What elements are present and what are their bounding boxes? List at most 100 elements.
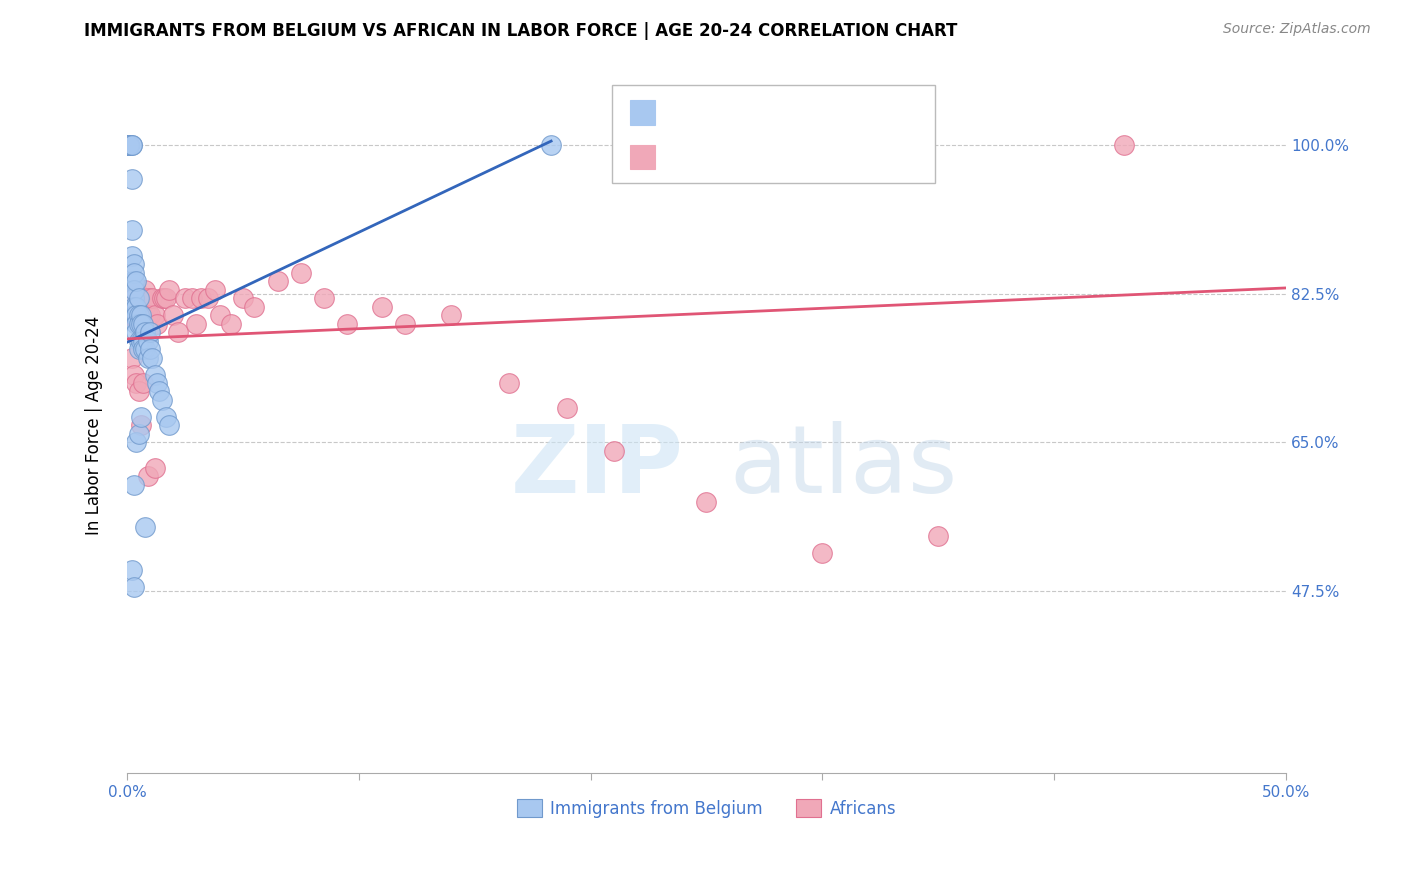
Point <box>122 291 145 305</box>
Point <box>128 308 150 322</box>
Point <box>312 291 335 305</box>
Point <box>118 138 141 153</box>
Point <box>122 300 145 314</box>
Point <box>153 291 176 305</box>
Point <box>121 172 143 186</box>
Point <box>125 325 148 339</box>
Point <box>121 138 143 153</box>
Point <box>232 291 254 305</box>
Point <box>132 291 155 305</box>
Point <box>122 580 145 594</box>
Point <box>125 435 148 450</box>
Text: ZIP: ZIP <box>510 421 683 513</box>
Point <box>167 325 190 339</box>
Point <box>125 317 148 331</box>
Point <box>498 376 520 390</box>
Point <box>122 257 145 271</box>
Point <box>141 351 163 365</box>
Point <box>128 291 150 305</box>
Point <box>143 368 166 382</box>
Point <box>557 401 579 416</box>
Point <box>132 342 155 356</box>
Point <box>122 291 145 305</box>
Point <box>134 520 156 534</box>
Point <box>118 138 141 153</box>
Point <box>125 300 148 314</box>
Point <box>132 376 155 390</box>
Point <box>336 317 359 331</box>
Point <box>266 274 288 288</box>
Point <box>125 283 148 297</box>
Point <box>122 266 145 280</box>
Text: Source: ZipAtlas.com: Source: ZipAtlas.com <box>1223 22 1371 37</box>
Point <box>128 342 150 356</box>
Point <box>129 317 152 331</box>
Point <box>208 308 231 322</box>
Point <box>129 300 152 314</box>
Point <box>125 308 148 322</box>
Point <box>134 342 156 356</box>
Point <box>136 334 159 348</box>
Point <box>121 563 143 577</box>
Point <box>122 308 145 322</box>
Point <box>602 443 624 458</box>
Point <box>150 392 173 407</box>
Point <box>927 529 949 543</box>
Point <box>157 418 180 433</box>
Point <box>128 334 150 348</box>
Point <box>118 138 141 153</box>
Point <box>121 274 143 288</box>
Point <box>190 291 212 305</box>
Point <box>180 291 202 305</box>
Point <box>122 368 145 382</box>
Point <box>136 469 159 483</box>
Point <box>440 308 463 322</box>
Point <box>173 291 195 305</box>
Text: IMMIGRANTS FROM BELGIUM VS AFRICAN IN LABOR FORCE | AGE 20-24 CORRELATION CHART: IMMIGRANTS FROM BELGIUM VS AFRICAN IN LA… <box>84 22 957 40</box>
Point <box>141 291 163 305</box>
Point <box>290 266 312 280</box>
Point <box>121 223 143 237</box>
Point <box>219 317 242 331</box>
Point <box>150 291 173 305</box>
Text: atlas: atlas <box>730 421 957 513</box>
Point <box>139 308 162 322</box>
Point <box>129 418 152 433</box>
Point <box>148 384 170 399</box>
Point <box>121 308 143 322</box>
Text: N = 59: N = 59 <box>806 148 873 166</box>
Legend: Immigrants from Belgium, Africans: Immigrants from Belgium, Africans <box>510 793 903 824</box>
Point <box>136 351 159 365</box>
Point <box>118 138 141 153</box>
Point <box>121 249 143 263</box>
Point <box>811 546 834 560</box>
Point <box>139 325 162 339</box>
Point <box>134 325 156 339</box>
Point <box>128 317 150 331</box>
Point <box>197 291 219 305</box>
Point <box>146 376 169 390</box>
Point <box>129 317 152 331</box>
Point <box>132 317 155 331</box>
Point <box>128 384 150 399</box>
Point <box>155 291 177 305</box>
Point <box>136 291 159 305</box>
Point <box>540 138 562 153</box>
Point <box>118 138 141 153</box>
Point <box>128 308 150 322</box>
Point <box>371 300 394 314</box>
Point <box>136 308 159 322</box>
Point <box>121 138 143 153</box>
Point <box>139 342 162 356</box>
Point <box>186 317 208 331</box>
Text: N = 58: N = 58 <box>806 103 873 121</box>
Point <box>132 334 155 348</box>
Point <box>118 308 141 322</box>
Point <box>122 478 145 492</box>
Point <box>143 308 166 322</box>
Point <box>125 308 148 322</box>
Point <box>121 291 143 305</box>
Point <box>204 283 226 297</box>
Point <box>128 426 150 441</box>
Point <box>121 351 143 365</box>
